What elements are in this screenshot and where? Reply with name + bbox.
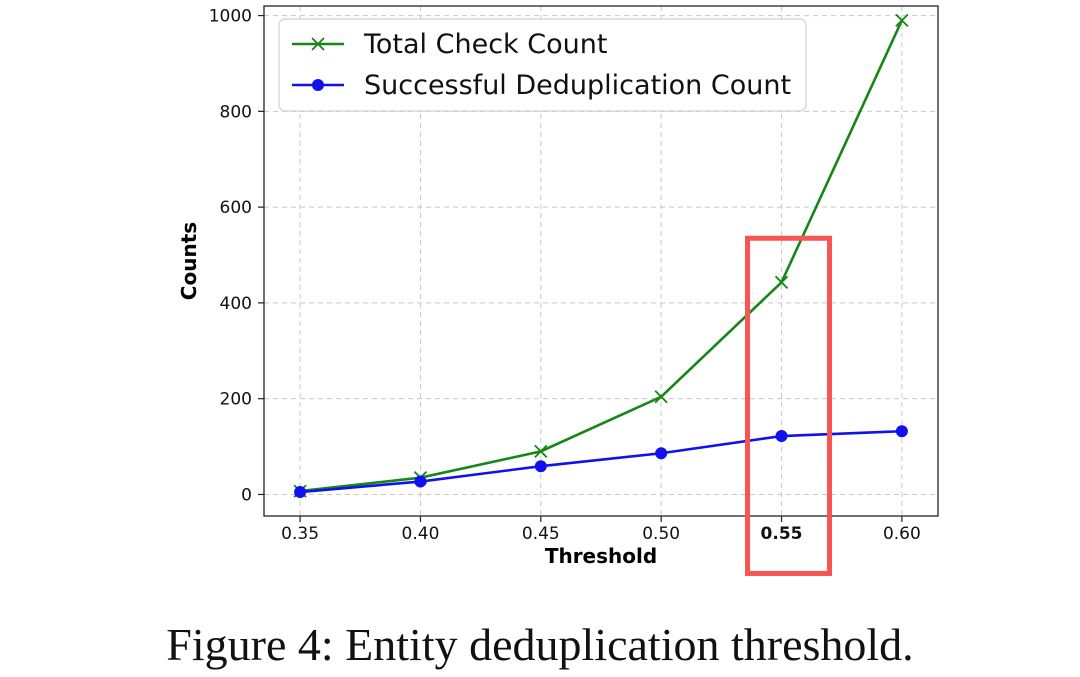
legend-x-marker	[311, 37, 325, 51]
legend-label: Total Check Count	[363, 29, 607, 60]
legend-circle-marker	[312, 79, 324, 91]
data-point-x-marker	[534, 444, 548, 458]
data-point-x-marker	[774, 275, 789, 289]
x-tick-label: 0.50	[642, 524, 680, 544]
x-tick-label: 0.55	[761, 524, 803, 544]
x-axis-title: Threshold	[545, 544, 657, 568]
y-axis-title: Counts	[177, 222, 201, 300]
series-line	[299, 429, 902, 494]
highlight-box	[745, 235, 833, 576]
x-tick-label: 0.35	[281, 524, 319, 544]
y-tick-label: 1000	[209, 7, 252, 27]
chart-container: 0 200 400 600 800 1000 0.35 0.40 0.45 0.50 0.55 0.6…	[177, 5, 939, 576]
y-tick-label: 0	[241, 485, 252, 505]
figure-caption: Figure 4: Entity deduplication threshold…	[166, 619, 914, 670]
x-tick-label: 0.60	[883, 524, 921, 544]
x-tick-label: 0.45	[522, 524, 560, 544]
data-point-circle-marker	[294, 486, 307, 499]
plot-frame	[263, 5, 939, 517]
data-point-circle-marker	[655, 447, 668, 460]
y-tick-label: 400	[220, 294, 252, 314]
data-point-x-marker	[895, 13, 909, 28]
data-point-x-marker	[654, 390, 668, 404]
data-point-circle-marker	[775, 430, 788, 443]
data-point-circle-marker	[895, 425, 908, 438]
y-tick-label: 600	[220, 198, 252, 218]
legend-box	[278, 18, 807, 112]
y-tick-label: 200	[220, 390, 252, 410]
y-tick-label: 800	[220, 102, 252, 122]
legend-label: Successful Deduplication Count	[364, 70, 791, 101]
data-point-circle-marker	[414, 475, 427, 488]
line-chart: 0 200 400 600 800 1000 0.35 0.40 0.45 0.50 0.55 0.6…	[177, 5, 939, 576]
x-tick-label: 0.40	[402, 524, 440, 544]
data-point-circle-marker	[534, 460, 547, 473]
